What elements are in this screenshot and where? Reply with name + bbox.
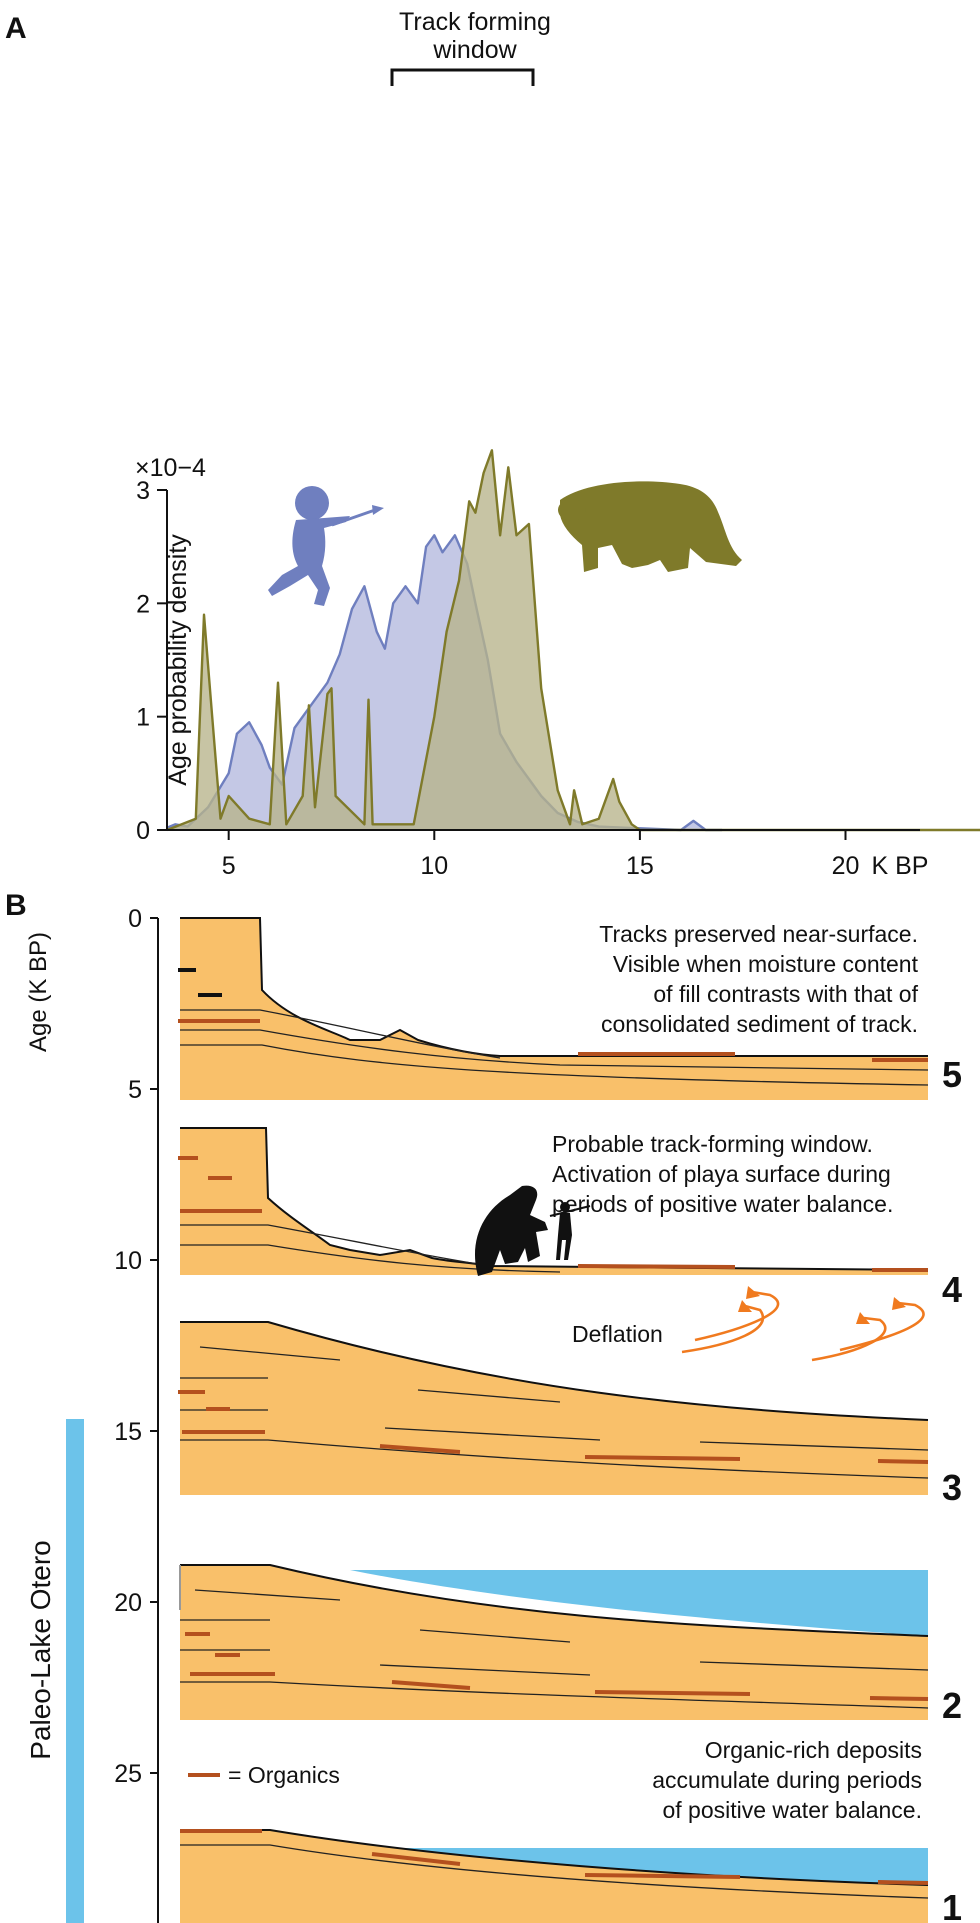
paleo-lake-bar [66,1419,84,1923]
y-tick-label: 0 [136,817,150,845]
panel-b: B 051015202530 Age (K BP) Paleo-Lake Ote… [5,889,962,1923]
x-tick-label: 5 [222,852,236,880]
panel-a: A Track forming window ×10−4 0 1 2 3 5 10 15 2… [5,8,980,880]
x-tick-label: 10 [420,852,448,880]
stage-number-5: 5 [942,1054,962,1095]
wind-arrowheads-icon [738,1286,906,1324]
age-tick-label: 25 [114,1760,142,1788]
age-tick-label: 0 [128,905,142,933]
x-ticks: 5 10 15 20 [222,830,860,880]
age-tick-label: 15 [114,1418,142,1446]
x-unit-label: K BP [872,852,929,880]
y-tick-label: 3 [136,477,150,505]
stage-5-text-line3: of fill contrasts with that of [653,981,918,1007]
stage-1-text-line3: of positive water balance. [662,1797,922,1823]
x-tick-label: 20 [832,852,860,880]
stage-1-text-line2: accumulate during periods [652,1767,922,1793]
human-silhouette-small [549,1202,591,1260]
y-axis-label: Age probability density [164,534,192,786]
age-tick-label: 10 [114,1247,142,1275]
bracket-label-line1: Track forming [399,8,551,36]
stage-4-text-line3: periods of positive water balance. [552,1191,893,1217]
stage-number-1: 1 [942,1887,962,1923]
stage-4-text-line1: Probable track-forming window. [552,1131,873,1157]
panel-a-letter: A [5,12,27,45]
y-tick-label: 2 [136,590,150,618]
organics-legend-label: = Organics [228,1762,340,1788]
deflation-label: Deflation [572,1321,663,1347]
sloth-silhouette-small [474,1185,548,1276]
stage-4-text-line2: Activation of playa surface during [552,1161,891,1187]
stage-number-4: 4 [942,1269,962,1310]
x-tick-label: 15 [626,852,654,880]
y-tick-label: 1 [136,704,150,732]
track-window-bracket [390,68,535,86]
stage-4-block: Probable track-forming window. Activatio… [178,1127,962,1310]
stage-number-2: 2 [942,1685,962,1726]
stage-5-text-line4: consolidated sediment of track. [601,1011,918,1037]
age-tick-label: 20 [114,1589,142,1617]
human-hunter-icon [268,486,384,606]
bracket-label-line2: window [432,36,517,64]
density-line-sloth [166,449,980,832]
age-axis-label: Age (K BP) [25,932,52,1052]
plot-area [166,449,980,832]
giant-sloth-icon [558,481,742,572]
stage-1-text-line1: Organic-rich deposits [705,1737,922,1763]
stage-3-block: Deflation 3 [178,1286,962,1508]
paleo-lake-label: Paleo-Lake Otero [25,1540,56,1759]
age-tick-label: 5 [128,1076,142,1104]
stage-5-text-line1: Tracks preserved near-surface. [599,921,918,947]
stage-2-block: 2 [179,1564,962,1726]
stage-5-block: Tracks preserved near-surface. Visible w… [178,917,962,1100]
panel-b-letter: B [5,889,27,922]
stage-number-3: 3 [942,1467,962,1508]
organics-legend: = Organics [188,1762,340,1788]
y-ticks: 0 1 2 3 [136,477,167,845]
y-multiplier: ×10−4 [135,454,206,482]
age-ticks: 051015202530 [114,905,158,1788]
stage-1-block: 1 [180,1829,962,1923]
wind-arrows-icon [681,1290,925,1362]
stage-5-text-line2: Visible when moisture content [613,951,919,977]
